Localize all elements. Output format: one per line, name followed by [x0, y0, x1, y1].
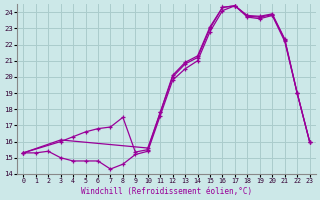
- X-axis label: Windchill (Refroidissement éolien,°C): Windchill (Refroidissement éolien,°C): [81, 187, 252, 196]
